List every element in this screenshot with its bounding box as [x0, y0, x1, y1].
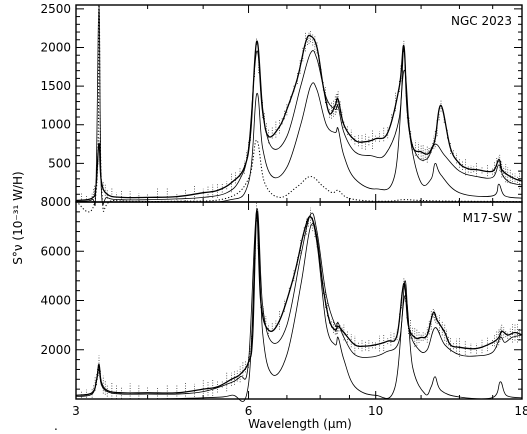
- x-tick-label: 18: [514, 404, 527, 418]
- y-tick-label: 2500: [40, 2, 71, 16]
- y-tick-label: 4000: [40, 294, 71, 308]
- corner-mark: .: [54, 419, 58, 433]
- series-bottom-0: [75, 211, 523, 396]
- y-tick-label: 2000: [40, 40, 71, 54]
- x-tick-label: 10: [368, 404, 383, 418]
- panel-label: NGC 2023: [451, 14, 512, 28]
- y-axis-label: S°ν (10⁻³¹ W/H): [11, 171, 25, 264]
- series-bottom-1: [75, 208, 523, 397]
- x-axis-label: Wavelength (μm): [248, 417, 352, 431]
- y-tick-label: 8000: [40, 195, 71, 209]
- series-top-0: [75, 34, 523, 202]
- y-tick-label: 6000: [40, 244, 71, 258]
- series-top-3: [75, 4, 523, 213]
- panel-label: M17-SW: [463, 211, 513, 225]
- series-bottom-2: [75, 213, 523, 402]
- y-tick-label: 1500: [40, 79, 71, 93]
- series-top-2: [75, 70, 523, 203]
- y-tick-label: 2000: [40, 343, 71, 357]
- panel-bottom: 2000 4000 6000 8000 M17-SW: [40, 195, 523, 402]
- x-tick-label: 3: [72, 404, 80, 418]
- x-tick-label: 6: [245, 404, 253, 418]
- y-tick-label: 1000: [40, 118, 71, 132]
- plot-frame: [75, 4, 523, 203]
- plot-frame: [75, 201, 523, 400]
- y-tick-label: 500: [48, 156, 71, 170]
- series-top-1: [75, 4, 523, 206]
- panel-top: 500 1000 1500 2000 2500 NGC 2023: [40, 2, 523, 213]
- error-bars-top: [75, 29, 520, 202]
